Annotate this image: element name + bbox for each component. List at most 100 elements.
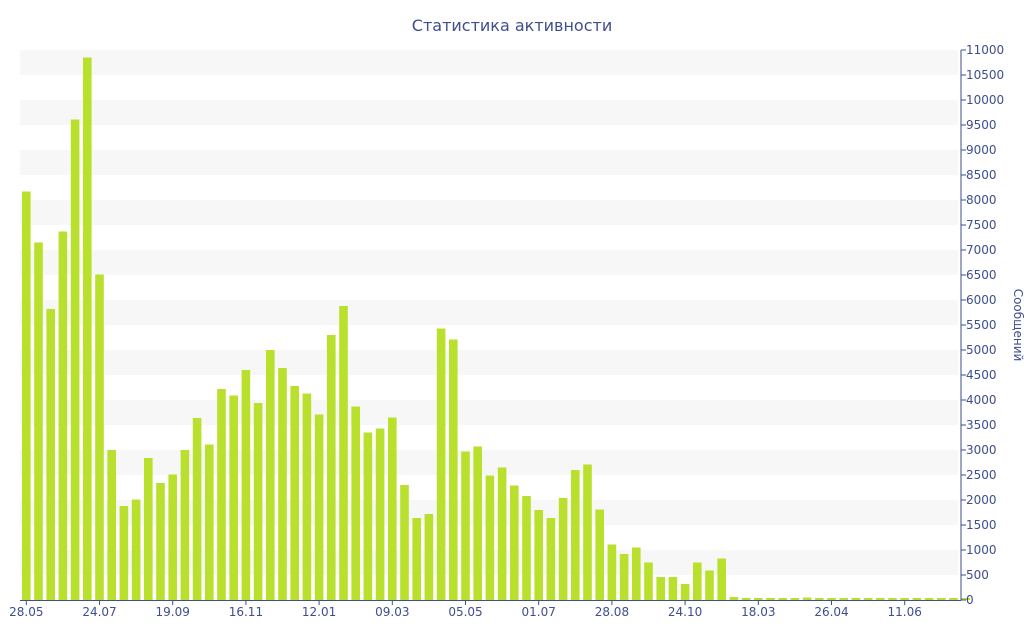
grid-band [20, 250, 958, 275]
bar [192, 418, 202, 600]
bar [888, 598, 897, 600]
x-tick-label: 09.03 [375, 605, 409, 619]
bar [558, 498, 568, 600]
y-tick-label: 8500 [966, 168, 997, 182]
bar [229, 395, 238, 600]
bar [46, 309, 55, 600]
bar [839, 598, 848, 600]
bar [485, 475, 495, 600]
grid-bands [20, 50, 958, 575]
bar [34, 242, 43, 600]
bar [619, 554, 629, 600]
bar [924, 598, 934, 600]
chart-title: Статистика активности [412, 16, 612, 35]
y-tick-label: 11000 [966, 43, 1004, 57]
y-tick-label: 4000 [966, 393, 997, 407]
bar [217, 389, 226, 600]
bar [912, 598, 922, 600]
bar [327, 335, 336, 600]
bar [266, 350, 275, 600]
bar [961, 598, 970, 600]
y-tick-label: 1000 [966, 543, 997, 557]
bar [400, 485, 409, 600]
x-tick-label: 11.06 [888, 605, 922, 619]
y-tick-label: 5000 [966, 343, 997, 357]
bar [424, 514, 434, 600]
x-tick-label: 24.10 [668, 605, 702, 619]
y-tick-label: 6000 [966, 293, 997, 307]
y-tick-label: 3500 [966, 418, 997, 432]
bar [131, 499, 141, 600]
axes: 0 500 1000 1500 2000 2500 3000 3500 4000 4500 5000… [9, 43, 1004, 619]
y-tick-label: 0 [966, 593, 974, 607]
bar [95, 274, 104, 600]
bar [461, 451, 470, 600]
bar [876, 598, 885, 600]
bar [510, 485, 519, 600]
bar [388, 417, 397, 600]
bar [571, 470, 580, 600]
y-tick-label: 10500 [966, 68, 1004, 82]
grid-band [20, 100, 958, 125]
bar [937, 598, 946, 600]
bar [339, 306, 348, 600]
bar [717, 558, 726, 600]
bar [949, 598, 958, 600]
bar [863, 598, 873, 600]
bar [802, 597, 812, 600]
bar [693, 562, 702, 600]
y-tick-label: 5500 [966, 318, 997, 332]
grid-band [20, 200, 958, 225]
bar [766, 598, 775, 600]
y-tick-label: 9000 [966, 143, 997, 157]
bar [522, 496, 531, 600]
bar [790, 598, 800, 600]
bar [241, 370, 251, 600]
y-tick-label: 8000 [966, 193, 997, 207]
x-tick-label: 01.07 [522, 605, 556, 619]
bar [278, 368, 287, 600]
bar [473, 446, 482, 600]
grid-band [20, 400, 958, 425]
bar [449, 339, 458, 600]
bar [607, 544, 617, 600]
bar [900, 598, 909, 600]
bar [253, 403, 263, 600]
bar [168, 474, 177, 600]
x-tick-label: 05.05 [448, 605, 482, 619]
bar [632, 547, 641, 600]
bar [534, 510, 543, 600]
bar [70, 119, 80, 600]
bars [22, 57, 970, 600]
y-tick-label: 1500 [966, 518, 997, 532]
grid-band [20, 50, 958, 75]
bar [546, 518, 556, 600]
bar [314, 414, 324, 600]
bar [741, 598, 751, 600]
y-axis-title: Сообщений [1011, 289, 1024, 362]
bar [656, 577, 665, 600]
x-tick-label: 19.09 [156, 605, 190, 619]
grid-band [20, 300, 958, 325]
bar [302, 393, 312, 600]
bar [668, 577, 678, 600]
bar [290, 386, 299, 600]
bar [205, 444, 214, 600]
bar [351, 406, 360, 600]
y-tick-label: 9500 [966, 118, 997, 132]
x-tick-label: 24.07 [82, 605, 116, 619]
bar [827, 598, 836, 600]
bar [375, 428, 385, 600]
bar [644, 562, 653, 600]
bar [778, 598, 787, 600]
bar [412, 518, 421, 600]
x-tick-label: 26.04 [814, 605, 848, 619]
y-tick-label: 2000 [966, 493, 997, 507]
bar [583, 464, 592, 600]
x-tick-label: 28.05 [9, 605, 43, 619]
bar [107, 450, 116, 600]
bar [363, 432, 373, 600]
grid-band [20, 150, 958, 175]
y-tick-label: 7000 [966, 243, 997, 257]
